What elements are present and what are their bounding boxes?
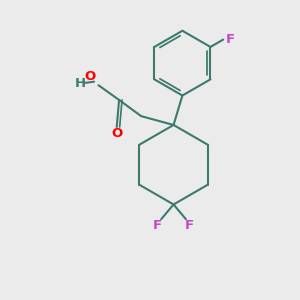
Text: O: O [85, 70, 96, 83]
Text: O: O [111, 127, 122, 140]
Text: H: H [75, 77, 86, 90]
Text: F: F [153, 219, 162, 232]
Text: F: F [185, 219, 194, 232]
Text: F: F [226, 33, 235, 46]
